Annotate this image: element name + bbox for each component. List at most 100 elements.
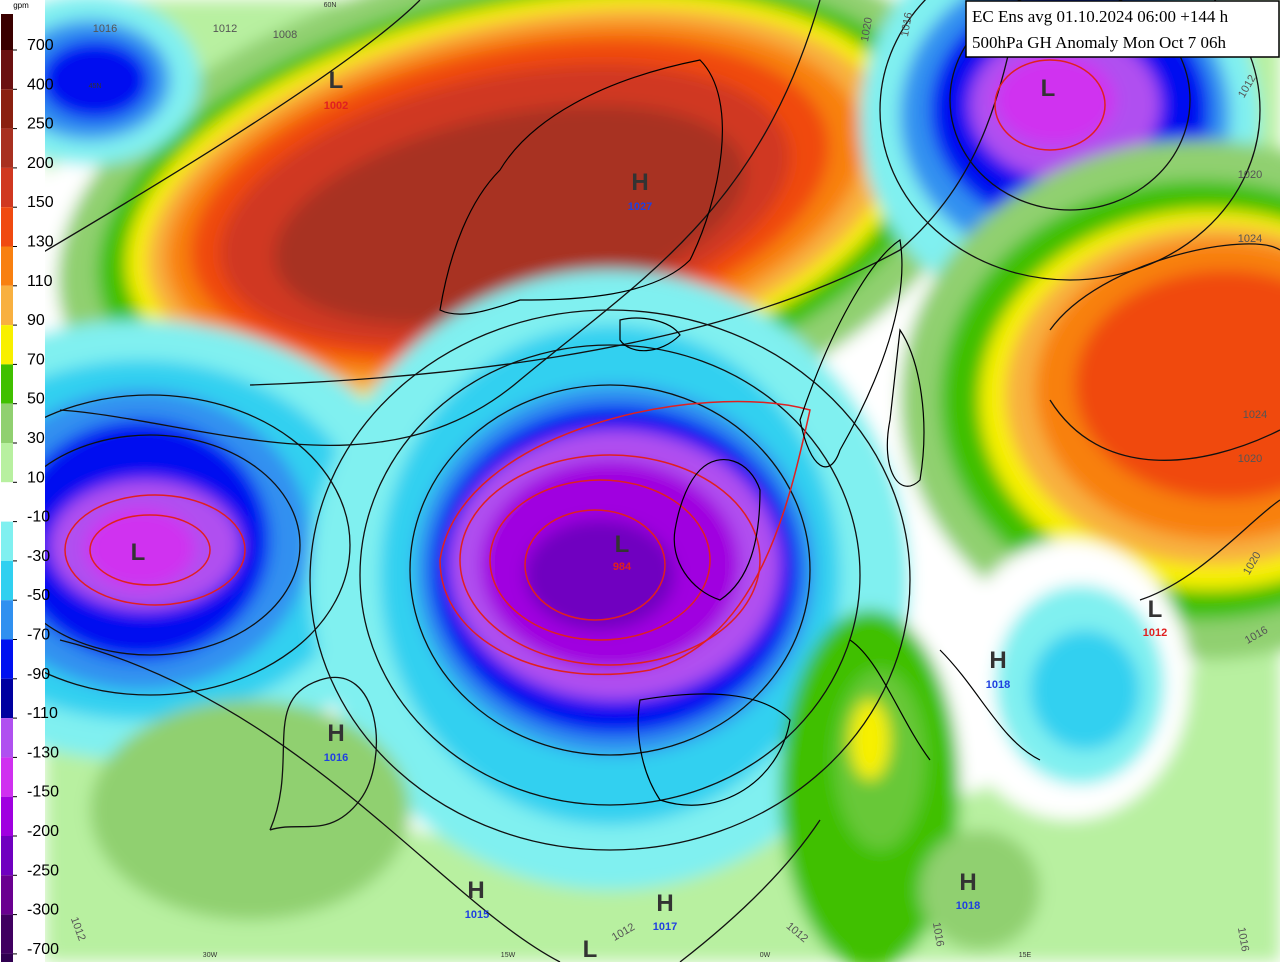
colorbar-label: -200	[27, 823, 59, 840]
graticule-label: 15E	[1019, 952, 1032, 959]
center-letter: L	[615, 531, 630, 558]
colorbar-band	[1, 167, 13, 208]
center-value: 1018	[986, 679, 1010, 691]
center-letter: H	[989, 647, 1006, 674]
colorbar-label: -250	[27, 862, 59, 879]
coastlines	[439, 59, 1041, 806]
center-letter: H	[959, 869, 976, 896]
isobar-label: 1016	[1235, 926, 1251, 952]
colorbar-band	[1, 560, 13, 601]
isobar-label: 1016	[93, 23, 117, 35]
center-value: 984	[613, 561, 632, 573]
isobar-label: 1020	[1238, 453, 1262, 465]
colorbar-label: -30	[27, 548, 50, 565]
title-box: EC Ens avg 01.10.2024 06:00 +144 h 500hP…	[965, 0, 1280, 58]
graticule-label: 30W	[203, 952, 218, 959]
colorbar-label: 200	[27, 155, 54, 172]
title-line: EC Ens avg 01.10.2024 06:00 +144 h	[972, 7, 1229, 26]
colorbar-label: -300	[27, 902, 59, 919]
graticule-label: 0W	[760, 952, 771, 959]
graticule-label: 60N	[324, 2, 337, 9]
center-letter: L	[329, 67, 344, 94]
colorbar-band	[1, 443, 13, 483]
colorbar-band	[1, 364, 13, 404]
graticule-label: 45N	[89, 83, 102, 90]
colorbar-band	[1, 128, 13, 168]
colorbar-label: -700	[27, 941, 59, 958]
colorbar: 700 400 250 200 150 130 110 90 70 50 30 10 -10 -30 -50…	[0, 0, 59, 962]
colorbar-label: 400	[27, 76, 54, 93]
center-letter: H	[631, 169, 648, 196]
colorbar-band	[1, 89, 13, 129]
colorbar-label: 10	[27, 469, 45, 486]
height-contours	[64, 59, 1106, 676]
isobar-label: 1016	[930, 921, 946, 947]
colorbar-label: -70	[27, 627, 50, 644]
center-letter: H	[327, 720, 344, 747]
colorbar-band	[1, 639, 13, 679]
colorbar-band	[1, 14, 13, 50]
colorbar-label: -10	[27, 509, 50, 526]
colorbar-label: -50	[27, 587, 50, 604]
colorbar-label: -90	[27, 666, 50, 683]
colorbar-label: -110	[27, 705, 58, 722]
colorbar-band	[1, 325, 13, 365]
colorbar-label: 90	[27, 312, 45, 329]
isobar-label: 1024	[1243, 409, 1267, 421]
colorbar-label: -150	[27, 784, 59, 801]
center-letter: L	[131, 539, 146, 566]
center-letter: H	[656, 890, 673, 917]
center-value: 1027	[628, 201, 652, 213]
colorbar-band	[1, 836, 13, 876]
colorbar-band	[1, 246, 13, 286]
isobar-label: 1012	[213, 23, 237, 35]
center-letter: H	[467, 877, 484, 904]
center-value: 1018	[956, 900, 980, 912]
isobar-label: 1016	[899, 11, 915, 37]
colorbar-band	[1, 403, 13, 443]
colorbar-band	[1, 757, 13, 797]
colorbar-label: 110	[27, 273, 53, 290]
colorbar-band	[1, 914, 13, 954]
center-letter: L	[583, 936, 598, 962]
center-value: 1012	[1143, 627, 1167, 639]
colorbar-label: -130	[27, 744, 59, 761]
colorbar-band	[1, 875, 13, 915]
colorbar-band	[1, 718, 13, 758]
center-letter: L	[1041, 75, 1056, 102]
isobar-label: 1020	[1238, 169, 1262, 181]
colorbar-label: 250	[27, 116, 54, 133]
colorbar-label: 700	[27, 37, 54, 54]
center-value: 1002	[324, 100, 348, 112]
colorbar-band	[1, 482, 13, 522]
title-line: 500hPa GH Anomaly Mon Oct 7 06h	[972, 33, 1227, 52]
colorbar-label: 130	[27, 234, 54, 251]
center-value: 1017	[653, 921, 677, 933]
center-letter: L	[1148, 596, 1163, 623]
colorbar-band	[1, 521, 13, 561]
colorbar-unit: gpm	[13, 1, 29, 10]
colorbar-band	[1, 285, 13, 326]
colorbar-label: 150	[27, 194, 54, 211]
center-value: 1015	[465, 909, 489, 921]
colorbar-band	[1, 678, 13, 719]
colorbar-label: 30	[27, 430, 45, 447]
colorbar-label: 70	[27, 351, 45, 368]
title-frame	[965, 0, 1280, 58]
isobar-label: 1024	[1238, 233, 1262, 245]
colorbar-band	[1, 50, 13, 90]
colorbar-band	[1, 600, 13, 640]
center-value: 1016	[324, 752, 348, 764]
pressure-centers: L 1002 H 1027 L L 984 L H 1016 H 1015 H …	[131, 67, 1168, 962]
colorbar-band	[1, 207, 13, 247]
graticule-label: 15W	[501, 952, 516, 959]
colorbar-band	[1, 953, 13, 962]
isobar-label: 1008	[273, 29, 297, 41]
colorbar-label: 50	[27, 391, 45, 408]
colorbar-band	[1, 796, 13, 836]
isobar-label: 1020	[859, 16, 875, 42]
